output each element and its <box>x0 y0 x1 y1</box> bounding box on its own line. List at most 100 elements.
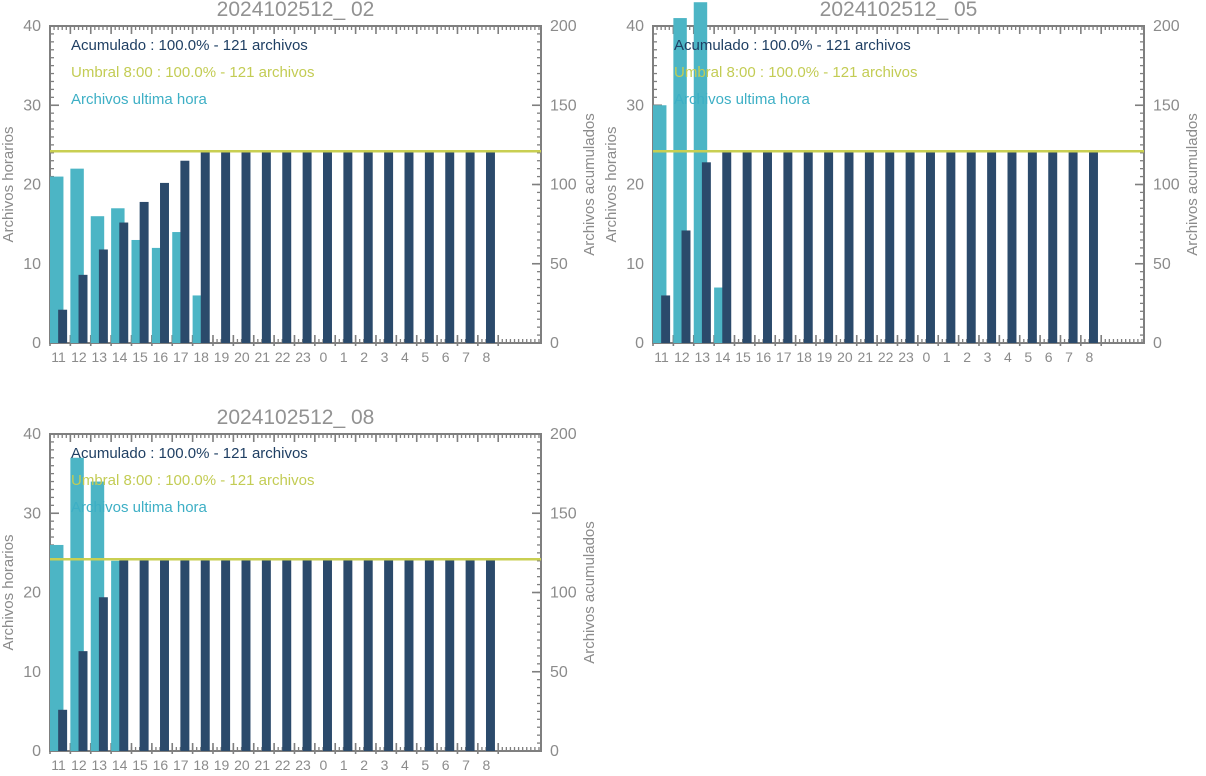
chart-2024102512-05: 2024102512_ 05 Acumulado : 100.0% - 121 a… <box>603 0 1206 368</box>
x-tick-label: 14 <box>112 349 128 365</box>
accumulated-bar <box>78 274 88 343</box>
accumulated-bar <box>282 151 292 343</box>
x-tick-label: 5 <box>1024 349 1032 365</box>
accumulated-bar <box>763 151 772 343</box>
x-tick-label: 22 <box>275 349 291 365</box>
x-tick-label: 5 <box>421 349 429 365</box>
accumulated-bar <box>465 559 475 751</box>
legend-acumulado-label: Acumulado : 100.0% - 121 archivos <box>71 37 308 54</box>
x-tick-label: 1 <box>340 757 348 773</box>
y-right-tick-label: 0 <box>550 335 559 352</box>
accumulated-bar <box>966 151 976 343</box>
y-right-tick-label: 150 <box>1153 97 1180 114</box>
legend-umbral-label: Umbral 8:00 : 100.0% - 121 archivos <box>674 64 917 81</box>
y-right-tick-label: 0 <box>550 743 559 760</box>
accumulated-bar <box>885 151 895 343</box>
y-right-tick-label: 0 <box>1153 335 1162 352</box>
y-left-tick-label: 0 <box>635 335 644 352</box>
y-left-tick-label: 10 <box>23 256 41 273</box>
legend-acumulado-label: Acumulado : 100.0% - 121 archivos <box>674 37 911 54</box>
accumulated-bar <box>864 151 874 343</box>
y-left-tick-label: 10 <box>23 664 41 681</box>
x-tick-label: 23 <box>295 349 311 365</box>
chart-title: 2024102512_ 02 <box>217 0 375 21</box>
accumulated-bar <box>180 559 190 751</box>
accumulated-bar <box>701 162 711 343</box>
accumulated-bar <box>1027 151 1037 343</box>
x-tick-label: 3 <box>381 757 389 773</box>
y-right-tick-label: 200 <box>550 18 577 35</box>
x-tick-label: 20 <box>234 349 250 365</box>
x-tick-label: 17 <box>776 349 792 365</box>
x-tick-label: 8 <box>483 757 491 773</box>
x-tick-label: 15 <box>132 757 148 773</box>
y-left-tick-label: 20 <box>23 177 41 194</box>
x-tick-label: 13 <box>92 757 108 773</box>
y-right-tick-label: 150 <box>550 505 577 522</box>
x-tick-label: 11 <box>51 757 66 773</box>
y-left-tick-label: 40 <box>23 18 41 35</box>
x-tick-label: 20 <box>837 349 853 365</box>
accumulated-bar <box>404 151 414 343</box>
accumulated-bar <box>1048 151 1058 343</box>
accumulated-bar <box>445 559 455 751</box>
accumulated-bar <box>824 151 834 343</box>
accumulated-bar <box>180 160 190 343</box>
accumulated-bar <box>261 559 271 751</box>
accumulated-bar <box>241 151 251 343</box>
accumulated-bar <box>119 222 129 343</box>
legend-umbral-label: Umbral 8:00 : 100.0% - 121 archivos <box>71 472 314 489</box>
chart-canvas: 2024102512_ 08 Acumulado : 100.0% - 121 a… <box>0 406 598 773</box>
accumulated-bar <box>1068 151 1078 343</box>
y-right-tick-label: 50 <box>550 664 568 681</box>
x-tick-label: 23 <box>898 349 914 365</box>
y-axis-title-left: Archivos horarios <box>0 535 17 651</box>
legend-ultima-hora-label: Archivos ultima hora <box>674 91 811 108</box>
accumulated-bar <box>905 151 915 343</box>
y-left-tick-label: 10 <box>626 256 644 273</box>
legend-umbral-label: Umbral 8:00 : 100.0% - 121 archivos <box>71 64 314 81</box>
y-left-tick-label: 0 <box>32 743 41 760</box>
accumulated-bar <box>221 559 231 751</box>
x-tick-label: 6 <box>442 349 450 365</box>
x-tick-label: 2 <box>963 349 971 365</box>
x-tick-label: 21 <box>255 757 271 773</box>
chart-canvas: 2024102512_ 05 Acumulado : 100.0% - 121 a… <box>603 0 1201 365</box>
accumulated-bar <box>926 151 935 343</box>
x-tick-label: 3 <box>381 349 389 365</box>
y-left-tick-label: 30 <box>23 505 41 522</box>
x-tick-label: 7 <box>462 349 470 365</box>
hourly-bar <box>653 105 667 343</box>
x-tick-label: 12 <box>71 757 87 773</box>
x-tick-label: 7 <box>462 757 470 773</box>
accumulated-bar <box>343 559 353 751</box>
chart-canvas: 2024102512_ 02 Acumulado : 100.0% - 121 a… <box>0 0 598 365</box>
x-tick-label: 17 <box>173 349 189 365</box>
accumulated-bar <box>119 559 129 751</box>
y-axis-title-right: Archivos acumulados <box>581 113 598 256</box>
accumulated-bar <box>661 295 671 343</box>
x-tick-label: 6 <box>1045 349 1053 365</box>
x-tick-label: 13 <box>92 349 108 365</box>
accumulated-bar <box>783 151 793 343</box>
x-tick-label: 18 <box>796 349 812 365</box>
x-tick-label: 23 <box>295 757 311 773</box>
y-axis-title-right: Archivos acumulados <box>1184 113 1201 256</box>
accumulated-bar <box>1007 151 1017 343</box>
accumulated-bar <box>160 559 169 751</box>
x-tick-label: 13 <box>695 349 711 365</box>
accumulated-bar <box>323 151 332 343</box>
accumulated-bar <box>681 230 691 343</box>
x-tick-label: 14 <box>112 757 128 773</box>
y-right-tick-label: 150 <box>550 97 577 114</box>
accumulated-bar <box>987 151 997 343</box>
x-tick-label: 17 <box>173 757 189 773</box>
x-tick-label: 22 <box>275 757 291 773</box>
accumulated-bar <box>98 597 108 751</box>
y-axis-title-right: Archivos acumulados <box>581 521 598 664</box>
chart-2024102512-02: 2024102512_ 02 Acumulado : 100.0% - 121 a… <box>0 0 603 368</box>
x-tick-label: 12 <box>674 349 690 365</box>
x-tick-label: 21 <box>255 349 271 365</box>
x-tick-label: 20 <box>234 757 250 773</box>
